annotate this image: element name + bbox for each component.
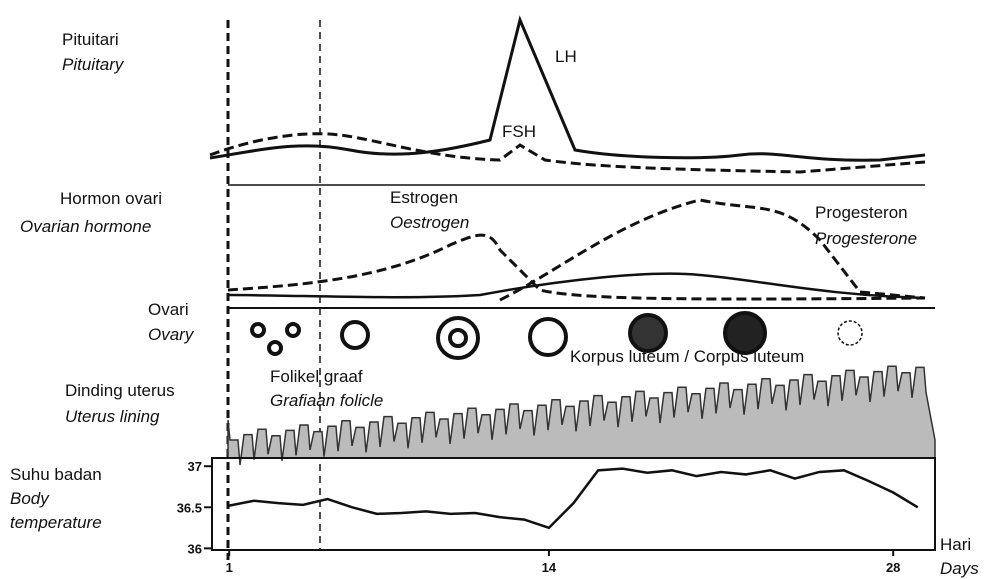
x-tick-label: 1: [226, 560, 233, 575]
label: Estrogen: [390, 188, 458, 207]
x-tick-label: 28: [886, 560, 900, 575]
label: Dinding uterus: [65, 381, 175, 400]
label: Progesterone: [815, 229, 917, 248]
label: Pituitari: [62, 30, 119, 49]
label: Days: [940, 559, 979, 578]
label: Hari: [940, 535, 971, 554]
label: Ovary: [148, 325, 195, 344]
progesterone-curve: [499, 198, 926, 302]
follicles: [250, 311, 863, 360]
label: Oestrogen: [390, 213, 469, 232]
label: Suhu badan: [10, 465, 102, 484]
label: Korpus luteum / Corpus luteum: [570, 347, 804, 366]
label: LH: [555, 47, 577, 66]
fsh-curve: [209, 132, 926, 174]
label: Body: [10, 489, 50, 508]
y-tick-label: 37: [188, 459, 202, 474]
label: temperature: [10, 513, 102, 532]
estrogen-curve: [227, 233, 926, 301]
y-tick-label: 36.5: [177, 500, 202, 515]
layout: [209, 15, 936, 560]
label: Progesteron: [815, 203, 908, 222]
label: Grafiaan folicle: [270, 391, 383, 410]
label: FSH: [502, 122, 536, 141]
x-tick-label: 14: [542, 560, 557, 575]
label: Hormon ovari: [60, 189, 162, 208]
ovarian-curve: [227, 272, 926, 300]
label: Folikel graaf: [270, 367, 363, 386]
y-tick-label: 36: [188, 541, 202, 556]
lh-curve: [209, 15, 926, 162]
label: Pituitary: [62, 55, 125, 74]
label: Ovarian hormone: [20, 217, 151, 236]
temperature-line: [228, 467, 919, 530]
temperature-frame: [211, 457, 936, 551]
label: Uterus lining: [65, 407, 160, 426]
uterus-lining: [227, 365, 936, 466]
label: Ovari: [148, 300, 189, 319]
